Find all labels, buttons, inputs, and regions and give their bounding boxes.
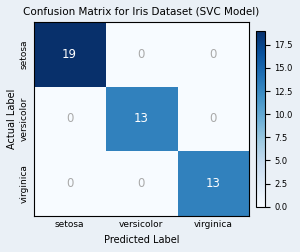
Text: 13: 13 [134,112,149,125]
Y-axis label: Actual Label: Actual Label [7,88,17,149]
Text: 0: 0 [209,112,217,125]
X-axis label: Predicted Label: Predicted Label [103,235,179,245]
Text: 0: 0 [66,112,73,125]
Title: Confusion Matrix for Iris Dataset (SVC Model): Confusion Matrix for Iris Dataset (SVC M… [23,7,260,17]
Text: 13: 13 [206,177,220,190]
Text: 0: 0 [209,48,217,61]
Text: 0: 0 [138,48,145,61]
Text: 0: 0 [138,177,145,190]
Text: 0: 0 [66,177,73,190]
Text: 19: 19 [62,48,77,61]
